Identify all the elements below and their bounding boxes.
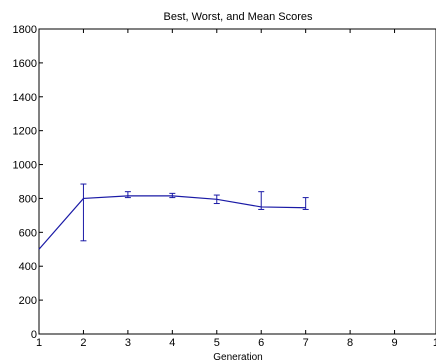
data-series xyxy=(38,183,309,250)
y-tick-label: 1800 xyxy=(13,24,37,36)
x-axis-label: Generation xyxy=(213,352,262,362)
x-tick-label: 6 xyxy=(258,337,264,349)
x-tick-label: 1 xyxy=(36,337,42,349)
x-tick-label: 3 xyxy=(125,337,131,349)
y-tick-label: 400 xyxy=(19,261,37,273)
y-tick-label: 0 xyxy=(31,329,37,341)
x-axis: 1 2 3 4 5 6 7 8 9 10 xyxy=(36,29,436,349)
y-tick-label: 1200 xyxy=(13,126,37,138)
chart-title: Best, Worst, and Mean Scores xyxy=(164,11,313,23)
y-tick-label: 1400 xyxy=(13,92,37,104)
x-tick-label: 9 xyxy=(391,337,397,349)
x-tick-label: 4 xyxy=(169,337,175,349)
y-tick-label: 1000 xyxy=(13,160,37,172)
x-tick-label: 2 xyxy=(80,337,86,349)
x-tick-label: 10 xyxy=(433,337,436,349)
x-tick-label: 7 xyxy=(303,337,309,349)
y-tick-label: 200 xyxy=(19,295,37,307)
x-tick-label: 8 xyxy=(347,337,353,349)
y-tick-label: 800 xyxy=(19,193,37,205)
x-tick-label: 5 xyxy=(214,337,220,349)
y-tick-label: 1600 xyxy=(13,58,37,70)
y-axis: 0 200 400 600 800 1000 1200 1400 1600 1800 xyxy=(13,24,43,341)
plot-area xyxy=(38,28,436,335)
y-tick-label: 600 xyxy=(19,227,37,239)
